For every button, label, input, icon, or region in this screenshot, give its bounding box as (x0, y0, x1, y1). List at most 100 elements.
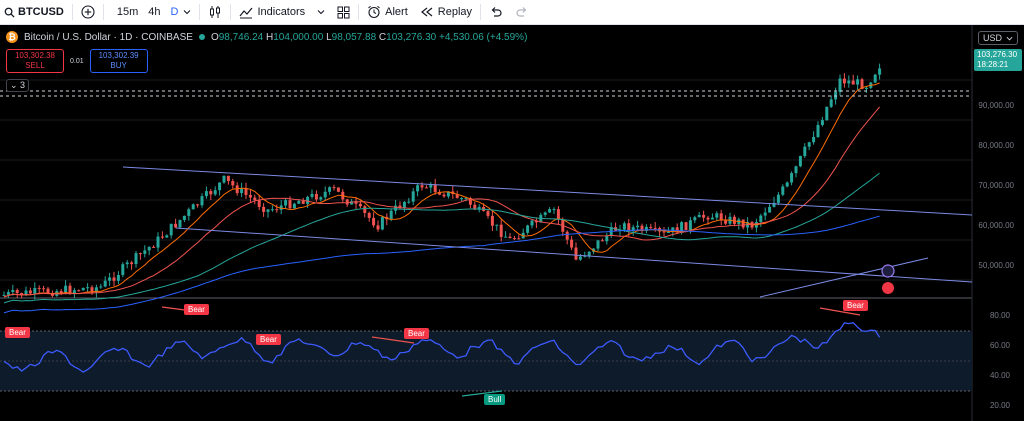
candle-body (605, 235, 609, 242)
candle-body (402, 201, 406, 208)
candle-body (288, 200, 292, 209)
candle-body (856, 79, 860, 85)
candle-body (20, 293, 24, 296)
candle-body (772, 202, 776, 207)
symbol-search[interactable]: BTCUSD (0, 0, 70, 24)
candle-body (108, 277, 112, 281)
candle-body (328, 187, 332, 192)
collapse-indicators-button[interactable]: ⌄ 3 (6, 79, 30, 92)
ma-mid-line (3, 106, 880, 298)
candle-body (455, 193, 459, 199)
candle-body (464, 198, 468, 200)
last-price: 103,276.30 (977, 50, 1018, 59)
sell-button[interactable]: 103,302.38 SELL (6, 49, 64, 73)
chevron-down-icon: ⌄ (10, 80, 21, 90)
interval-4h[interactable]: 4h (148, 6, 161, 18)
candle-body (477, 207, 481, 210)
candle-body (812, 136, 816, 143)
candle-body (741, 219, 745, 228)
candle-body (442, 194, 446, 197)
oscillator-axis-label: 40.00 (989, 371, 1010, 380)
candle-body (592, 248, 596, 252)
candle-body (851, 80, 855, 85)
divider (102, 4, 104, 20)
candle-body (490, 215, 494, 226)
candle-body (504, 236, 508, 238)
candle-body (842, 78, 846, 84)
candle-body (860, 79, 864, 90)
undo-button[interactable] (483, 0, 509, 24)
candle-body (583, 255, 587, 257)
candle-body (332, 187, 336, 189)
candle-body (64, 285, 68, 294)
interval-d[interactable]: D (170, 6, 179, 18)
candle-body (222, 175, 226, 183)
candle-body (160, 236, 164, 238)
candle-body (548, 209, 552, 213)
candle-body (86, 287, 90, 289)
candle-body (622, 223, 626, 230)
chart-type-button[interactable] (202, 0, 228, 24)
indicators-label: Indicators (257, 6, 306, 18)
candle-body (235, 185, 239, 194)
candle-body (279, 205, 283, 210)
candle-body (411, 191, 415, 202)
candle-body (394, 205, 398, 211)
candle-body (116, 275, 120, 281)
interval-15m[interactable]: 15m (116, 6, 139, 18)
bear-signal-label: Bear (843, 300, 868, 311)
price-axis-label: 60,000.00 (978, 221, 1014, 230)
candle-body (864, 87, 868, 90)
candle-body (81, 287, 85, 291)
bull-signal-label: Bull (484, 394, 506, 405)
candle-body (407, 201, 411, 203)
sell-label: SELL (25, 61, 45, 70)
candle-body (803, 146, 807, 157)
candle-body (147, 246, 151, 251)
candle-body (666, 231, 670, 233)
ma-slow-line (3, 172, 880, 304)
buy-button[interactable]: 103,302.39 BUY (89, 49, 148, 73)
candle-body (706, 217, 710, 220)
candle-body (640, 225, 644, 231)
chevron-down-icon[interactable] (183, 8, 191, 16)
candle-body (314, 193, 318, 200)
candle-body (644, 226, 648, 231)
candle-body (517, 238, 521, 240)
indicators-button[interactable]: Indicators (233, 0, 311, 24)
candle-body (486, 211, 490, 216)
candle-body (552, 209, 556, 211)
chevron-down-icon (1006, 36, 1013, 40)
candle-body (499, 224, 503, 237)
candle-body (231, 181, 235, 186)
currency-selector[interactable]: USD (978, 31, 1018, 45)
candle-body (495, 224, 499, 226)
redo-button[interactable] (509, 0, 535, 24)
candle-body (433, 184, 437, 193)
buy-label: BUY (110, 61, 127, 70)
candle-body (350, 201, 354, 205)
buy-price: 103,302.39 (98, 51, 139, 60)
last-price-tag: 103,276.30 18:28:21 (974, 49, 1022, 71)
candle-body (187, 209, 191, 216)
add-circle-icon (81, 5, 95, 19)
candle-body (323, 191, 327, 198)
search-icon (4, 7, 15, 18)
alert-button[interactable]: Alert (361, 0, 414, 24)
price-chart-canvas[interactable] (0, 25, 1024, 421)
candle-body (94, 287, 98, 293)
compare-button[interactable] (75, 0, 101, 24)
candle-body (416, 185, 420, 192)
candle-body (178, 219, 182, 228)
chart-area[interactable]: ₿ Bitcoin / U.S. Dollar · 1D · COINBASE … (0, 25, 1024, 421)
candle-body (763, 212, 767, 216)
candle-body (103, 280, 107, 287)
replay-button[interactable]: Replay (414, 0, 478, 24)
candle-body (297, 200, 301, 204)
candle-body (226, 175, 230, 182)
channel-upper-line (122, 166, 973, 216)
candle-body (715, 213, 719, 218)
candle-body (262, 206, 266, 212)
layouts-button[interactable] (331, 0, 356, 24)
indicators-menu-button[interactable] (311, 0, 331, 24)
